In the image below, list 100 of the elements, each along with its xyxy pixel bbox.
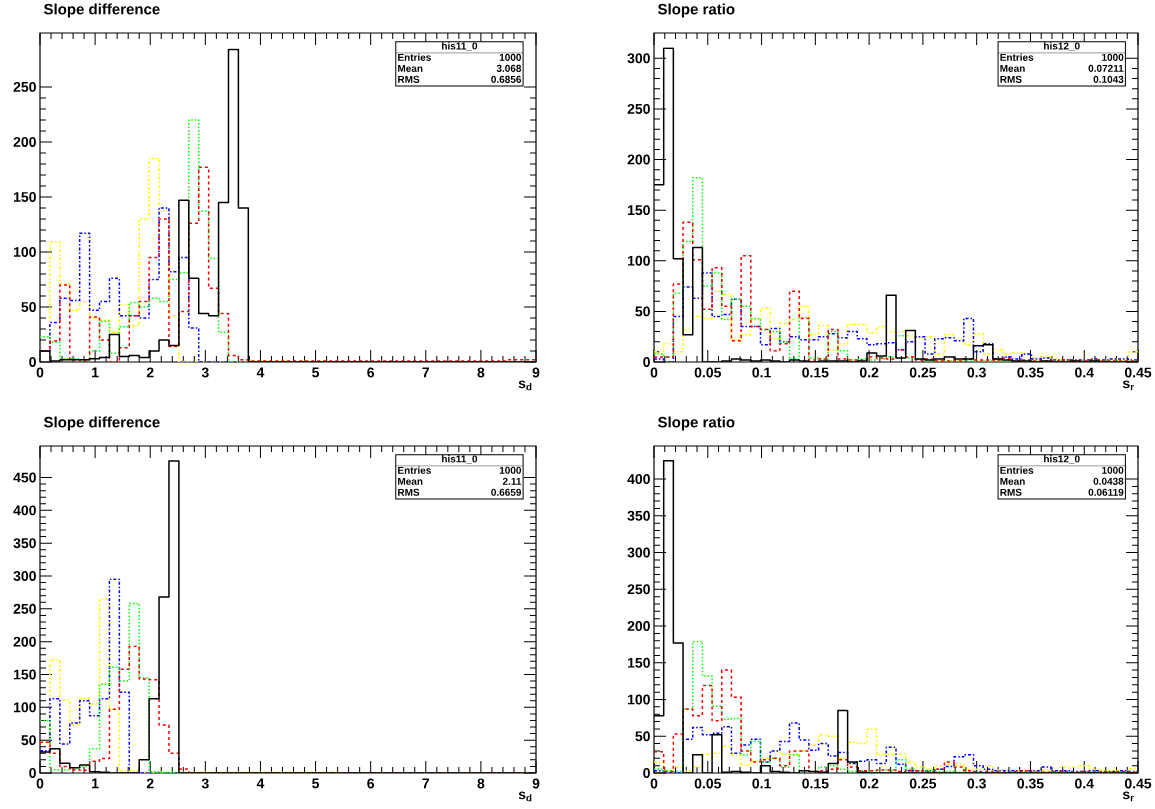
x-tick-label: 7 [422, 778, 430, 789]
x-tick-label: 5 [312, 778, 320, 789]
y-tick-label: 400 [13, 505, 36, 516]
y-tick-label: 350 [627, 510, 650, 521]
x-tick-label: 4 [256, 778, 265, 789]
annotation: 0.06119 [1088, 488, 1124, 496]
y-tick-label: 100 [628, 255, 650, 266]
x-tick-label: 0.35 [1017, 778, 1044, 789]
y-tick-label: 0 [29, 357, 36, 367]
x-tick-label: 7 [422, 367, 430, 378]
annotation: 1000 [499, 53, 522, 61]
annotation: his11_0 [442, 455, 478, 464]
annotation: 1000 [1102, 466, 1124, 474]
y-tick-label: 100 [628, 694, 650, 705]
x-tick-label: 6 [367, 778, 375, 789]
y-tick-label: 250 [13, 603, 36, 614]
x-axis-title: s$_{r}$ [1122, 380, 1134, 391]
y-tick-label: 0 [643, 357, 650, 367]
annotation: Mean [398, 64, 423, 72]
annotation: Mean [1000, 64, 1025, 72]
x-tick-label: 0.4 [1075, 367, 1094, 378]
y-tick-label: 50 [21, 302, 36, 312]
y-tick-label: 200 [627, 154, 650, 165]
annotation: RMS [1000, 75, 1022, 83]
y-tick-label: 400 [627, 474, 650, 485]
x-tick-label: 1 [92, 778, 99, 789]
annotation: Entries [398, 466, 431, 474]
annotation: Entries [1000, 53, 1034, 61]
y-tick-label: 250 [13, 81, 36, 92]
x-tick-label: 0 [36, 778, 44, 789]
x-axis-title: s$_{d}$ [518, 791, 532, 802]
x-axis-title: s$_{d}$ [518, 380, 532, 391]
x-tick-label: 0.2 [859, 778, 879, 789]
chart-title: Slope difference [43, 3, 160, 18]
y-tick-label: 150 [628, 205, 650, 216]
annotation: 1000 [499, 466, 522, 474]
annotation: 0.07211 [1088, 64, 1124, 72]
x-tick-label: 0.4 [1075, 778, 1094, 789]
x-tick-label: 0.05 [694, 778, 722, 789]
y-tick-label: 100 [13, 246, 36, 257]
annotation: 3.068 [496, 64, 522, 72]
y-tick-label: 250 [627, 103, 650, 114]
y-tick-label: 50 [21, 735, 36, 746]
annotation: 2.11 [502, 477, 522, 485]
annotation: 1000 [1102, 53, 1124, 61]
y-tick-label: 300 [13, 571, 36, 581]
x-tick-label: 0 [650, 778, 658, 789]
x-tick-label: 8 [477, 367, 485, 378]
x-tick-label: 0.45 [1124, 367, 1152, 378]
chart-title: Slope ratio [657, 3, 735, 18]
annotation: 0.1043 [1093, 75, 1124, 83]
x-tick-label: 0.3 [967, 367, 986, 378]
annotation: RMS [398, 488, 420, 496]
y-tick-label: 100 [13, 702, 36, 713]
y-tick-label: 200 [13, 136, 36, 147]
y-tick-label: 150 [628, 657, 650, 668]
x-tick-label: 0.2 [859, 367, 879, 378]
x-tick-label: 0.15 [802, 778, 829, 789]
y-tick-label: 0 [643, 768, 650, 778]
annotation: 0.0438 [1093, 477, 1124, 485]
annotation: Mean [398, 477, 423, 485]
y-tick-label: 50 [635, 731, 650, 742]
y-tick-label: 350 [13, 538, 36, 549]
x-tick-label: 0.45 [1124, 778, 1152, 789]
x-tick-label: 2 [146, 367, 154, 378]
x-tick-label: 8 [477, 778, 485, 789]
y-tick-label: 200 [13, 636, 36, 647]
y-tick-label: 50 [635, 306, 650, 317]
x-tick-label: 0 [36, 367, 44, 378]
x-tick-label: 0.25 [909, 778, 937, 789]
x-tick-label: 1 [92, 367, 99, 378]
y-tick-label: 300 [627, 53, 650, 64]
annotation: Mean [1000, 477, 1025, 485]
x-tick-label: 3 [201, 367, 209, 378]
annotation: his11_0 [442, 42, 478, 51]
annotation: RMS [1000, 488, 1022, 496]
x-tick-label: 4 [256, 367, 265, 378]
annotation: his12_0 [1044, 455, 1080, 464]
y-tick-label: 150 [13, 669, 36, 680]
x-tick-label: 0.15 [802, 367, 829, 378]
x-tick-label: 9 [532, 778, 540, 789]
x-tick-label: 0.05 [694, 367, 722, 378]
y-tick-label: 450 [13, 472, 36, 483]
x-tick-label: 0.25 [909, 367, 937, 378]
annotation: his12_0 [1044, 42, 1080, 51]
annotation: Entries [1000, 466, 1034, 474]
y-tick-label: 250 [627, 584, 650, 595]
y-tick-label: 150 [13, 191, 36, 202]
x-axis-title: s$_{r}$ [1122, 791, 1134, 802]
x-tick-label: 6 [367, 367, 375, 378]
annotation: RMS [398, 75, 420, 83]
chart-title: Slope difference [43, 416, 160, 431]
y-tick-label: 0 [29, 768, 36, 778]
x-tick-label: 0 [650, 367, 658, 378]
x-tick-label: 0.1 [752, 778, 771, 789]
x-tick-label: 3 [201, 778, 209, 789]
x-tick-label: 9 [532, 367, 540, 378]
x-tick-label: 0.3 [967, 778, 986, 789]
annotation: Entries [398, 53, 431, 61]
annotation: 0.6856 [491, 75, 522, 83]
